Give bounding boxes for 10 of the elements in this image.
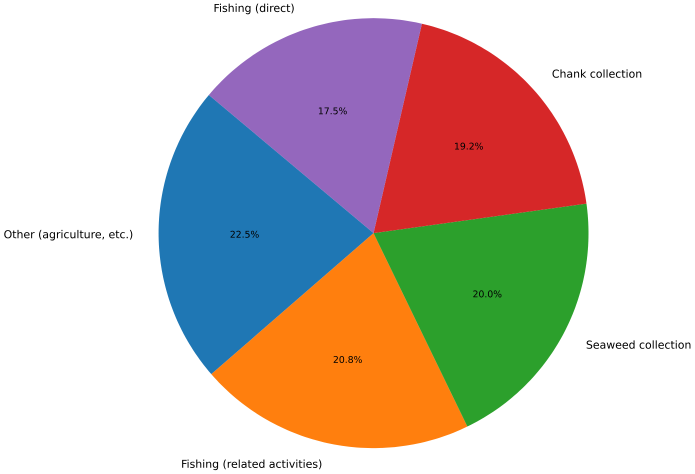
slice-label: Seaweed collection xyxy=(586,340,690,349)
slice-label: Other (agriculture, etc.) xyxy=(4,230,132,241)
data-label: 20.0% xyxy=(473,290,502,298)
data-label: 17.5% xyxy=(318,107,347,114)
data-label: 22.5% xyxy=(230,230,259,238)
data-label: 20.8% xyxy=(334,356,362,364)
slice-label: Fishing (direct) xyxy=(214,4,294,14)
data-label: 19.2% xyxy=(455,142,483,150)
slice-label: Fishing (related activities) xyxy=(182,460,322,470)
slice-label: Chank collection xyxy=(552,69,642,78)
